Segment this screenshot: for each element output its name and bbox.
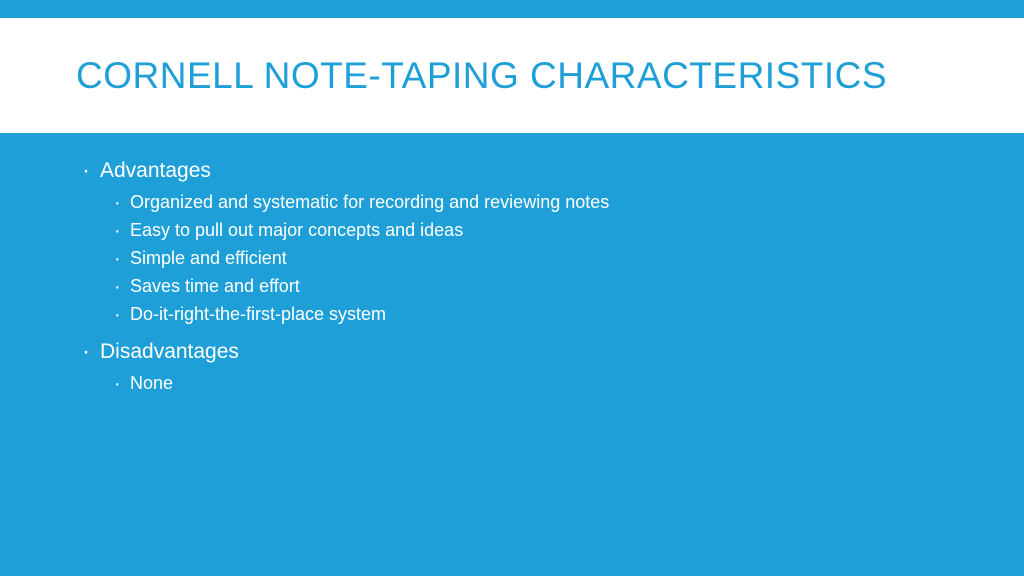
- content-area: Advantages Organized and systematic for …: [0, 133, 1024, 398]
- list-item: Do-it-right-the-first-place system: [130, 301, 1024, 329]
- list-item: None: [130, 370, 1024, 398]
- list-item: Saves time and effort: [130, 273, 1024, 301]
- list-item: Simple and efficient: [130, 245, 1024, 273]
- slide-title: CORNELL NOTE-TAPING CHARACTERISTICS: [76, 55, 887, 97]
- list-item: Easy to pull out major concepts and idea…: [130, 217, 1024, 245]
- list-item: Organized and systematic for recording a…: [130, 189, 1024, 217]
- section-header-advantages: Advantages: [100, 159, 1024, 183]
- top-accent-bar: [0, 0, 1024, 18]
- disadvantages-list: None: [100, 370, 1024, 398]
- title-band: CORNELL NOTE-TAPING CHARACTERISTICS: [0, 18, 1024, 133]
- advantages-list: Organized and systematic for recording a…: [100, 189, 1024, 328]
- section-header-disadvantages: Disadvantages: [100, 340, 1024, 364]
